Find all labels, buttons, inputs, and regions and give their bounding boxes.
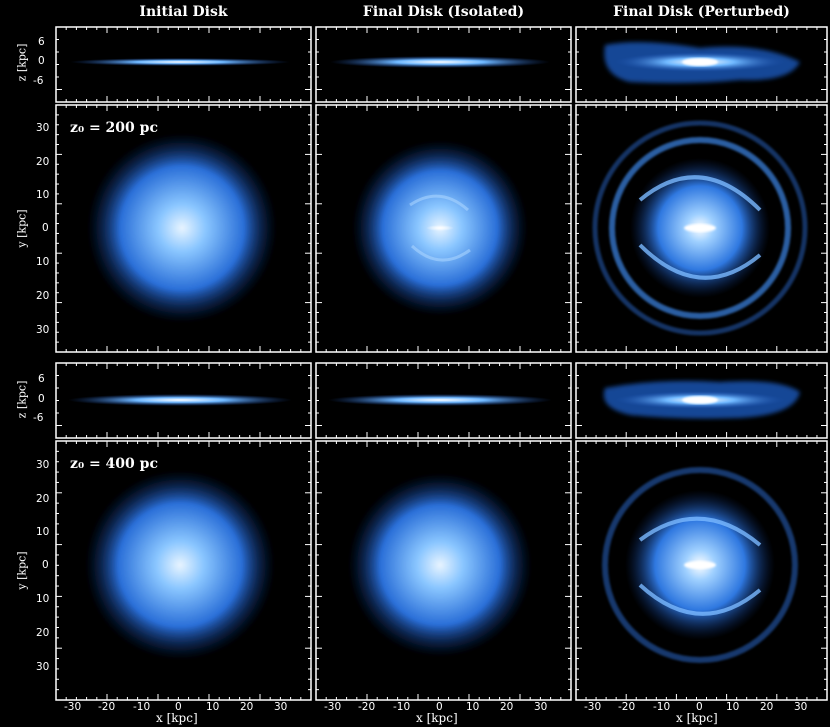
edge-on-disks-200 [70,42,800,84]
xtick-c2-3: 0 [436,701,443,713]
xtick-c3-2: -10 [653,701,671,713]
tick-edge-200-bot: -6 [33,75,44,87]
tick-edge-400-top: 6 [38,373,45,385]
xtick-c2-6: 30 [534,701,548,713]
panel-isolated-face-200 [315,104,572,353]
xtick-c2-1: -20 [358,701,376,713]
tick-face-200-0: 30 [36,122,50,134]
face-disk-initial-200 [87,133,277,323]
face-on-disks-200 [87,120,808,336]
annotation-z400: z₀ = 400 pc [70,456,158,472]
xtick-c3-0: -30 [584,701,602,713]
tick-face-400-1: 20 [36,493,50,505]
xtick-c1-3: 0 [175,701,182,713]
edge-disk-isolated-200 [330,56,550,68]
column-title-initial: Initial Disk [139,4,228,20]
ylabel-face-200: y [kpc] [15,209,29,248]
face-disk-perturbed-400 [602,467,798,663]
xlabel-col1: x [kpc] [156,711,198,725]
xtick-c1-0: -30 [64,701,82,713]
tick-edge-400-mid: 0 [38,393,45,405]
xtick-c1-4: 10 [206,701,220,713]
edge-disk-isolated-400 [328,394,552,406]
edge-disk-perturbed-400 [603,380,800,419]
xtick-c2-5: 20 [500,701,514,713]
face-disk-perturbed-200 [592,120,808,336]
xtick-c1-5: 20 [240,701,254,713]
column-title-isolated: Final Disk (Isolated) [362,4,525,20]
xtick-c3-6: 30 [794,701,808,713]
tick-face-400-6: 30 [36,661,50,673]
tick-edge-200-mid: 0 [38,55,45,67]
face-disk-isolated-200 [352,140,528,316]
xtick-c1-6: 30 [274,701,288,713]
xlabel-col3: x [kpc] [676,711,718,725]
annotation-z200: z₀ = 200 pc [70,120,158,136]
xtick-c3-1: -20 [618,701,636,713]
xtick-c2-0: -30 [324,701,342,713]
edge-disk-initial-200 [70,58,290,66]
edge-disk-perturbed-200 [604,42,800,84]
ylabel-face-400: y [kpc] [15,551,29,590]
edge-on-disks-400 [68,380,800,419]
tick-face-400-2: 10 [36,526,50,538]
tick-face-200-5: 20 [36,290,50,302]
face-on-disks-400 [85,467,798,663]
tick-face-400-5: 20 [36,627,50,639]
panel-isolated-face-400 [315,440,572,701]
face-disk-isolated-400 [348,473,532,657]
edge-disk-initial-400 [68,394,292,406]
tick-face-200-3: 0 [42,222,49,234]
tick-edge-200-top: 6 [38,36,45,48]
xlabel-col2: x [kpc] [416,711,458,725]
xtick-c3-3: 0 [696,701,703,713]
face-disk-initial-400 [85,470,275,660]
xtick-c2-2: -10 [393,701,411,713]
column-title-perturbed: Final Disk (Perturbed) [613,4,790,20]
tick-face-200-1: 20 [36,156,50,168]
tick-marks [56,27,827,700]
panel-initial-face-400 [55,440,312,701]
panel-initial-face-200 [55,104,312,353]
ylabel-edge-200: z [kpc] [15,43,29,82]
tick-face-200-4: 10 [36,256,50,268]
xtick-c3-4: 10 [726,701,740,713]
xtick-c1-2: -10 [133,701,151,713]
tick-edge-400-bot: -6 [33,412,44,424]
tick-face-400-3: 0 [42,559,49,571]
tick-face-400-4: 10 [36,593,50,605]
xtick-c1-1: -20 [98,701,116,713]
ylabel-edge-400: z [kpc] [15,380,29,419]
tick-face-400-0: 30 [36,459,50,471]
xtick-c2-4: 10 [466,701,480,713]
tick-face-200-2: 10 [36,189,50,201]
panel-perturbed-face-200 [575,104,828,353]
panel-perturbed-face-400 [575,440,828,701]
xtick-c3-5: 20 [760,701,774,713]
tick-face-200-6: 30 [36,324,50,336]
